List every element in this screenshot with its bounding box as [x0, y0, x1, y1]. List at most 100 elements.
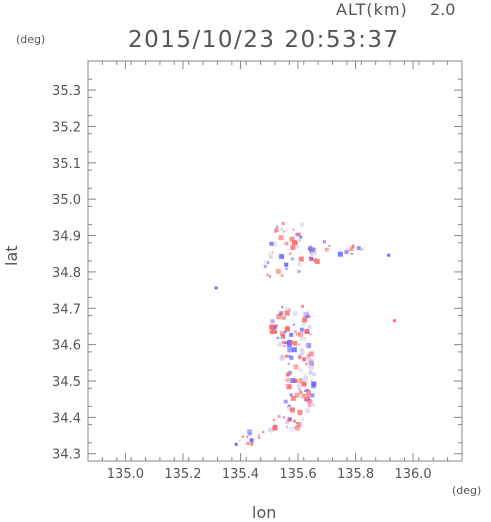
reflectivity-cell — [322, 240, 326, 244]
reflectivity-cell — [286, 384, 292, 390]
reflectivity-cell — [308, 358, 314, 364]
reflectivity-cell — [296, 269, 301, 274]
reflectivity-cell — [276, 225, 279, 228]
reflectivity-cell — [283, 399, 288, 404]
reflectivity-cell — [350, 252, 353, 255]
x-axis-label: lon — [252, 503, 277, 522]
reflectivity-cell — [269, 275, 272, 278]
reflectivity-cell — [272, 425, 278, 431]
reflectivity-cell — [300, 381, 306, 387]
reflectivity-cell — [324, 247, 329, 252]
reflectivity-cell — [309, 251, 312, 254]
reflectivity-cell — [362, 247, 366, 251]
reflectivity-cell — [284, 383, 287, 386]
reflectivity-cell — [289, 426, 295, 432]
reflectivity-cell — [269, 427, 275, 433]
reflectivity-cell — [274, 230, 277, 233]
reflectivity-cell — [287, 347, 293, 353]
reflectivity-cell — [289, 252, 292, 255]
reflectivity-cell — [262, 431, 265, 434]
reflectivity-cell — [296, 422, 302, 428]
isolated-cell — [392, 319, 396, 323]
reflectivity-cell — [310, 393, 315, 398]
reflectivity-cell — [291, 343, 294, 346]
reflectivity-cell — [278, 336, 282, 340]
x-ticks: 135.0 135.2 135.4 135.6 135.8 136.0 — [87, 61, 463, 482]
x-tick-label: 135.6 — [279, 467, 316, 482]
reflectivity-cell — [293, 364, 299, 370]
reflectivity-cell — [285, 420, 290, 425]
reflectivity-cell — [274, 228, 279, 233]
y-tick-label: 35.1 — [52, 157, 81, 172]
reflectivity-cell — [349, 247, 354, 252]
reflectivity-cell — [295, 232, 299, 236]
reflectivity-cell — [275, 268, 281, 274]
reflectivity-cell — [290, 245, 296, 251]
reflectivity-cell — [299, 235, 303, 239]
reflectivity-cell — [305, 390, 311, 396]
reflectivity-cell — [309, 369, 313, 373]
reflectivity-cell — [306, 343, 312, 349]
reflectivity-cell — [290, 395, 296, 401]
reflectivity-cell — [289, 332, 294, 337]
reflectivity-cell — [299, 390, 303, 394]
reflectivity-cell — [257, 433, 261, 437]
reflectivity-cell — [299, 222, 304, 227]
reflectivity-cell — [304, 389, 307, 392]
reflectivity-cell — [305, 314, 310, 319]
reflectivity-cell — [269, 324, 275, 330]
reflectivity-cell — [293, 323, 296, 326]
reflectivity-cell — [300, 417, 305, 422]
reflectivity-cell — [295, 425, 301, 431]
reflectivity-cell — [287, 362, 290, 365]
chart-title: 2015/10/23 20:53:37 — [128, 27, 400, 53]
x-tick-label: 135.4 — [222, 467, 259, 482]
reflectivity-cell — [351, 245, 355, 249]
reflectivity-cell — [298, 355, 302, 359]
reflectivity-cell — [279, 358, 282, 361]
reflectivity-cell — [304, 363, 307, 366]
reflectivity-cell — [277, 414, 281, 418]
reflectivity-cell — [289, 341, 293, 345]
y-tick-label: 34.7 — [52, 302, 81, 317]
reflectivity-cell — [293, 330, 297, 334]
plot-frame — [87, 60, 463, 462]
reflectivity-cell — [277, 341, 283, 347]
reflectivity-cell — [284, 310, 290, 316]
reflectivity-cell — [303, 374, 308, 379]
reflectivity-cell — [308, 315, 311, 318]
reflectivity-cell — [299, 368, 303, 372]
reflectivity-cell — [275, 324, 279, 328]
y-axis-unit: (deg) — [16, 33, 46, 46]
reflectivity-cell — [299, 347, 304, 352]
reflectivity-cell — [301, 393, 306, 398]
y-tick-label: 34.8 — [52, 266, 81, 281]
reflectivity-cell — [344, 250, 349, 255]
altitude-label: ALT(km) — [336, 0, 408, 19]
reflectivity-cell — [311, 381, 317, 387]
reflectivity-cell — [276, 336, 279, 339]
x-tick-label: 136.0 — [394, 467, 431, 482]
y-tick-label: 35.3 — [52, 84, 81, 99]
reflectivity-cell — [289, 236, 295, 242]
reflectivity-cell — [286, 342, 292, 348]
reflectivity-cell — [269, 241, 274, 246]
reflectivity-cell — [258, 436, 261, 439]
reflectivity-cell — [285, 242, 289, 246]
reflectivity-cell — [300, 351, 304, 355]
reflectivity-cell — [306, 409, 310, 413]
y-tick-label: 34.5 — [52, 375, 81, 390]
reflectivity-cell — [285, 324, 289, 328]
reflectivity-cell — [250, 442, 254, 446]
reflectivity-cell — [310, 402, 315, 407]
reflectivity-cell — [307, 324, 312, 329]
reflectivity-cell — [278, 235, 284, 241]
reflectivity-cell — [302, 336, 307, 341]
reflectivity-cell — [290, 378, 296, 384]
reflectivity-cell — [296, 384, 302, 390]
reflectivity-cell — [249, 438, 254, 443]
reflectivity-cell — [302, 311, 307, 316]
reflectivity-cell — [247, 429, 253, 435]
reflectivity-cell — [289, 393, 293, 397]
